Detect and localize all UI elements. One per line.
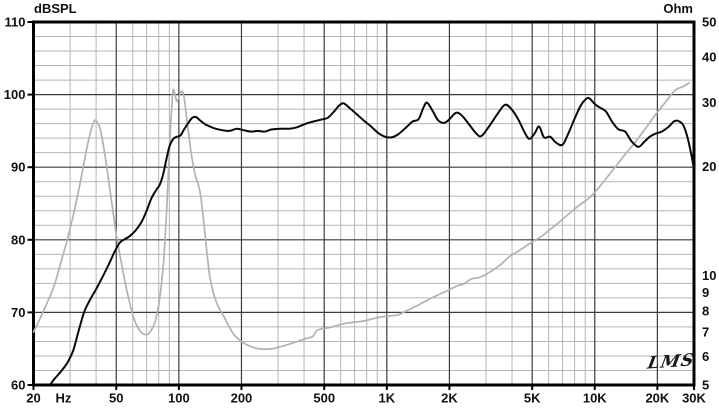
plot-border (32, 20, 696, 387)
svg-text:100: 100 (4, 87, 26, 102)
y-left-axis-unit-label: dBSPL (34, 1, 77, 16)
svg-text:200: 200 (231, 391, 253, 406)
svg-text:7: 7 (702, 324, 709, 339)
grid-minor (33, 22, 694, 385)
svg-text:Hz: Hz (56, 391, 72, 406)
svg-text:20K: 20K (645, 391, 669, 406)
svg-text:110: 110 (5, 15, 26, 30)
svg-text:40: 40 (702, 50, 716, 65)
svg-text:20: 20 (702, 159, 716, 174)
svg-text:9: 9 (702, 285, 709, 300)
svg-text:2K: 2K (441, 391, 458, 406)
spl-curve (48, 96, 695, 386)
svg-text:50: 50 (109, 391, 123, 406)
svg-text:10K: 10K (583, 391, 607, 406)
svg-text:500: 500 (313, 391, 335, 406)
axis-ticks (27, 21, 695, 390)
curves (32, 81, 695, 386)
impedance-curve (32, 81, 691, 350)
svg-text:6: 6 (702, 349, 709, 364)
x-tick-labels: 20 50 100 200 500 1K 2K 5K 10K 20K 30K Hz (26, 391, 706, 406)
svg-text:8: 8 (702, 303, 709, 318)
svg-text:5: 5 (702, 378, 709, 393)
svg-text:80: 80 (11, 232, 25, 247)
svg-text:5K: 5K (524, 391, 541, 406)
svg-text:50: 50 (702, 15, 716, 30)
svg-text:100: 100 (168, 391, 190, 406)
svg-text:70: 70 (11, 305, 25, 320)
lms-logo: LMS (645, 350, 697, 374)
svg-text:1K: 1K (379, 391, 396, 406)
y-right-tick-labels: 50 40 30 20 10 9 8 7 6 5 (702, 15, 716, 393)
svg-text:10: 10 (702, 268, 716, 283)
y-right-axis-unit-label: Ohm (663, 1, 693, 16)
svg-text:30: 30 (702, 95, 716, 110)
svg-text:20: 20 (26, 391, 40, 406)
svg-text:30K: 30K (682, 391, 706, 406)
svg-text:60: 60 (11, 378, 25, 393)
y-left-tick-labels: 110 100 90 80 70 60 (4, 15, 26, 393)
svg-text:90: 90 (11, 160, 25, 175)
